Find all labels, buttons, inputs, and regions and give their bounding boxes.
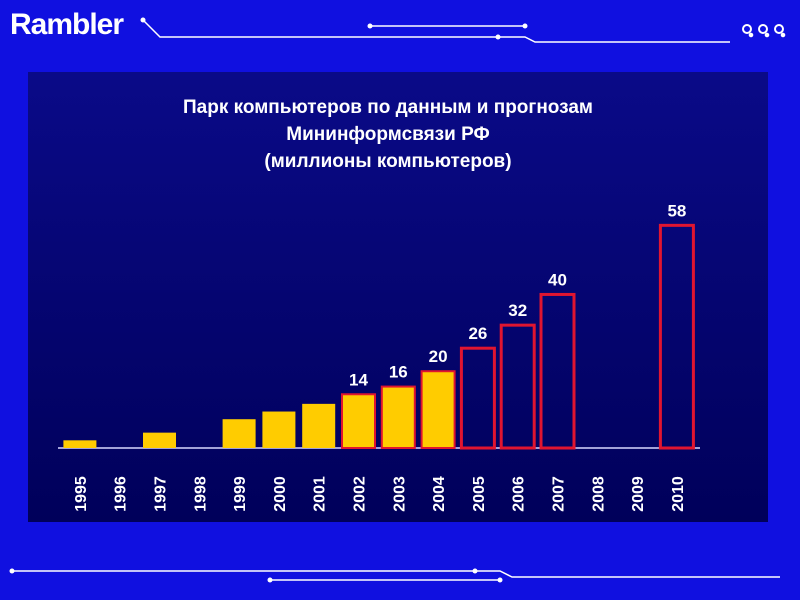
- x-tick-2000: 2000: [272, 476, 289, 512]
- x-tick-1998: 1998: [192, 476, 209, 512]
- x-tick-1999: 1999: [232, 476, 249, 512]
- x-tick-2003: 2003: [391, 476, 408, 512]
- bar-1997: [143, 432, 176, 448]
- data-label-2006: 32: [508, 301, 527, 320]
- dots-icon: [742, 24, 786, 38]
- chart-title-line-1: Парк компьютеров по данным и прогнозам: [183, 97, 593, 118]
- x-tick-1995: 1995: [73, 476, 90, 512]
- chart-title-line-2: Мининформсвязи РФ: [286, 124, 490, 145]
- bar-1999: [222, 419, 256, 448]
- bar-2006: [499, 323, 536, 450]
- x-tick-2002: 2002: [352, 476, 369, 512]
- data-label-2002: 14: [349, 370, 368, 389]
- x-tick-2007: 2007: [551, 476, 568, 512]
- x-tick-2001: 2001: [312, 476, 329, 512]
- x-tick-2010: 2010: [670, 476, 687, 512]
- data-label-2003: 16: [389, 363, 408, 382]
- data-label-2004: 20: [429, 347, 448, 366]
- x-tick-2005: 2005: [471, 476, 488, 512]
- header-decoration: [140, 17, 786, 43]
- x-tick-1997: 1997: [153, 476, 170, 512]
- x-tick-1996: 1996: [113, 476, 130, 512]
- x-tick-2006: 2006: [511, 476, 528, 512]
- bar-1995: [63, 440, 97, 448]
- x-tick-2009: 2009: [630, 476, 647, 512]
- bar-2004: [420, 370, 456, 449]
- bar-2000: [262, 411, 296, 448]
- bar-2002: [341, 393, 376, 449]
- data-label-2005: 26: [468, 324, 487, 343]
- chart-title-line-3: (миллионы компьютеров): [264, 151, 512, 172]
- bar-2001: [302, 403, 336, 448]
- data-label-2007: 40: [548, 270, 567, 289]
- rambler-logo: Rambler: [10, 8, 124, 41]
- bar-2003: [380, 385, 416, 450]
- chart-title: Парк компьютеров по данным и прогнозам М…: [128, 94, 648, 175]
- data-label-2010: 58: [667, 201, 686, 220]
- chart-panel: Парк компьютеров по данным и прогнозам М…: [28, 72, 768, 522]
- bar-2007: [539, 292, 576, 450]
- bar-chart: 1995 1996 1997 1998 1999 2000 2001 14 2002 16 2003…: [58, 201, 700, 512]
- bar-2010: [658, 223, 695, 450]
- x-tick-2004: 2004: [431, 476, 448, 512]
- x-tick-2008: 2008: [590, 476, 607, 512]
- bar-2005: [459, 346, 496, 450]
